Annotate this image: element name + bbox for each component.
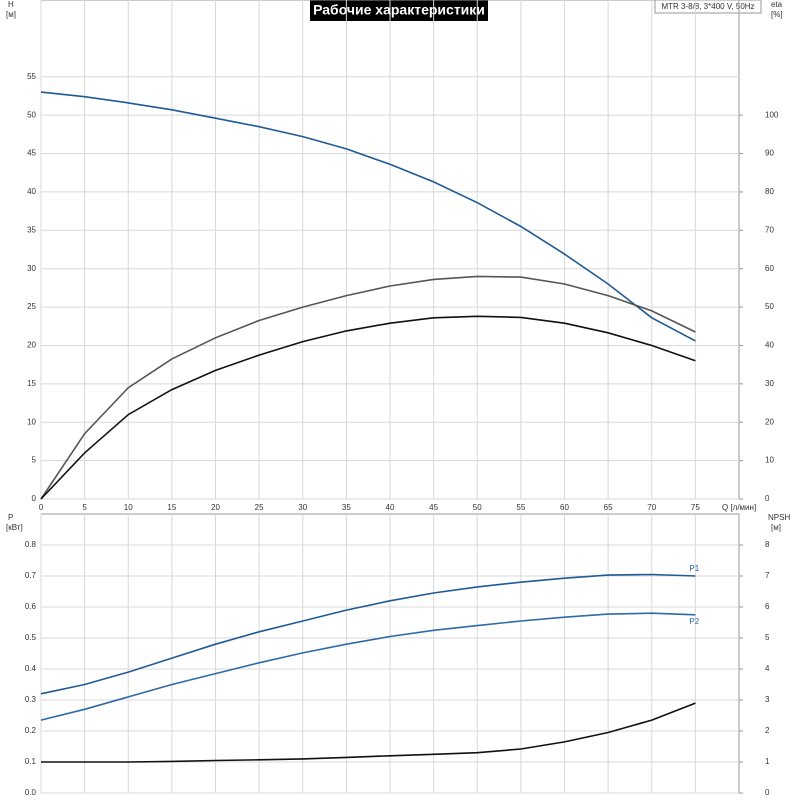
y2-axis-unit: [м] xyxy=(771,523,781,532)
y2-tick-label: 10 xyxy=(765,456,774,465)
y-tick-label: 40 xyxy=(27,187,36,196)
y2-tick-label: 90 xyxy=(765,149,774,158)
y2-tick-label: 70 xyxy=(765,225,774,234)
y2-tick-label: 0 xyxy=(765,788,770,797)
y-tick-label: 15 xyxy=(27,379,36,388)
y2-tick-label: 2 xyxy=(765,726,770,735)
y-axis-label: H xyxy=(8,0,14,9)
y-tick-label: 0.3 xyxy=(25,695,37,704)
x-tick-label: 70 xyxy=(647,503,656,512)
y-tick-label: 35 xyxy=(27,225,36,234)
data-line xyxy=(40,612,696,721)
x-tick-label: 35 xyxy=(342,503,351,512)
y2-tick-label: 1 xyxy=(765,757,770,766)
info-box xyxy=(654,0,762,14)
y-tick-label: 0.5 xyxy=(25,633,37,642)
x-tick-label: 55 xyxy=(516,503,525,512)
y-tick-label: 0.0 xyxy=(25,788,37,797)
data-line xyxy=(40,91,696,342)
data-line xyxy=(40,315,696,500)
y2-tick-label: 20 xyxy=(765,417,774,426)
title-box xyxy=(310,0,488,21)
y-axis-unit: [кВт] xyxy=(6,523,23,532)
y2-tick-label: 40 xyxy=(765,341,774,350)
x-tick-label: 60 xyxy=(560,503,569,512)
y-tick-label: 0.2 xyxy=(25,726,37,735)
y-tick-label: 0.6 xyxy=(25,602,37,611)
series-label: P1 xyxy=(689,564,699,573)
y-tick-label: 0.8 xyxy=(25,540,37,549)
y-tick-label: 30 xyxy=(27,264,36,273)
x-tick-label: 0 xyxy=(39,503,44,512)
x-tick-label: 50 xyxy=(473,503,482,512)
y2-tick-label: 5 xyxy=(765,633,770,642)
y2-axis-label: NPSH xyxy=(768,513,790,522)
x-tick-label: 45 xyxy=(429,503,438,512)
x-tick-label: 25 xyxy=(255,503,264,512)
x-tick-label: 40 xyxy=(386,503,395,512)
x-tick-label: 10 xyxy=(124,503,133,512)
x-tick-label: 5 xyxy=(82,503,87,512)
x-tick-label: 30 xyxy=(298,503,307,512)
y2-tick-label: 0 xyxy=(765,494,770,503)
data-line xyxy=(41,702,696,763)
x-tick-label: 75 xyxy=(691,503,700,512)
x-axis-label: Q [л/мин] xyxy=(722,503,756,512)
x-tick-label: 20 xyxy=(211,503,220,512)
y-tick-label: 45 xyxy=(27,149,36,158)
x-tick-label: 15 xyxy=(167,503,176,512)
x-tick-label: 65 xyxy=(604,503,613,512)
y-tick-label: 50 xyxy=(27,110,36,119)
y-tick-label: 0 xyxy=(32,494,37,503)
info-text: MTR 3-8/8, 3*400 V, 50Hz xyxy=(661,2,754,11)
y2-tick-label: 60 xyxy=(765,264,774,273)
y2-tick-label: 30 xyxy=(765,379,774,388)
y2-tick-label: 7 xyxy=(765,571,770,580)
y2-axis-label: eta xyxy=(771,0,783,9)
y-tick-label: 0.4 xyxy=(25,664,37,673)
y2-tick-label: 8 xyxy=(765,540,770,549)
chart-title: Рабочие характеристики xyxy=(313,2,485,18)
y2-tick-label: 50 xyxy=(765,302,774,311)
y2-tick-label: 6 xyxy=(765,602,770,611)
y2-axis-unit: [%] xyxy=(771,10,783,19)
y-tick-label: 0.7 xyxy=(25,571,37,580)
y-tick-label: 5 xyxy=(32,456,37,465)
y-tick-label: 0.1 xyxy=(25,757,37,766)
y-axis-label: P xyxy=(8,513,13,522)
y-tick-label: 25 xyxy=(27,302,36,311)
series-label: P2 xyxy=(689,617,699,626)
y2-tick-label: 3 xyxy=(765,695,770,704)
y2-tick-label: 4 xyxy=(765,664,770,673)
y-axis-unit: [м] xyxy=(6,10,16,19)
y2-tick-label: 100 xyxy=(765,110,779,119)
y2-tick-label: 80 xyxy=(765,187,774,196)
y-tick-label: 20 xyxy=(27,341,36,350)
data-line xyxy=(40,275,696,500)
y-tick-label: 55 xyxy=(27,72,36,81)
y-tick-label: 10 xyxy=(27,417,36,426)
data-line xyxy=(40,573,696,695)
